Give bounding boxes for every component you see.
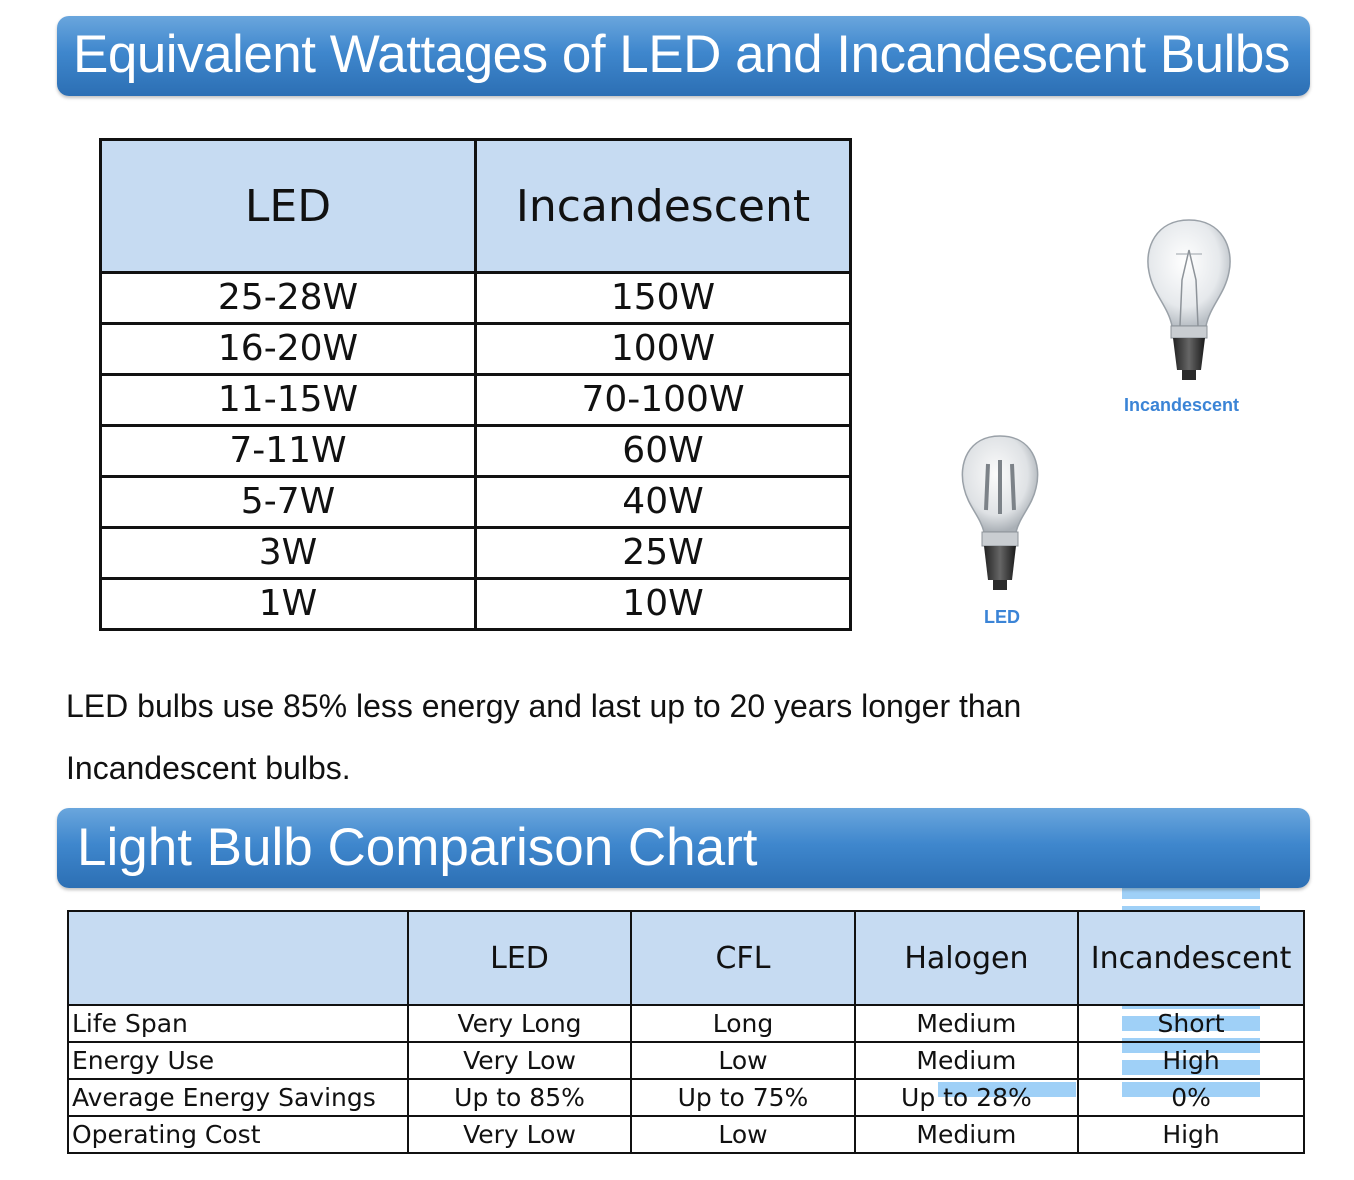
table-header-row: LED CFL Halogen Incandescent <box>67 910 1305 1006</box>
incandescent-wattage-cell: 150W <box>474 271 852 325</box>
led-wattage-cell: 3W <box>99 526 477 580</box>
led-wattage-cell: 7-11W <box>99 424 477 478</box>
bulb-comparison-illustration: Incandescent LED <box>930 210 1270 1097</box>
table-row: Operating Cost Very Low Low Medium High <box>67 1115 1305 1154</box>
incandescent-wattage-cell: 25W <box>474 526 852 580</box>
led-cell: Up to 85% <box>406 1078 633 1117</box>
table-row: 1W 10W <box>99 577 852 631</box>
table-row: 11-15W 70-100W <box>99 373 852 427</box>
cfl-cell: Up to 75% <box>630 1078 856 1117</box>
incandescent-wattage-cell: 70-100W <box>474 373 852 427</box>
column-header-incandescent: Incandescent <box>474 138 852 274</box>
incandescent-cell: High <box>1077 1115 1305 1154</box>
table-row: 7-11W 60W <box>99 424 852 478</box>
cfl-cell: Low <box>630 1115 856 1154</box>
table-row: 5-7W 40W <box>99 475 852 529</box>
row-label: Average Energy Savings <box>67 1078 409 1117</box>
energy-savings-note-line2: Incandescent bulbs. <box>66 750 351 786</box>
bulb-comparison-table: LED CFL Halogen Incandescent Life Span V… <box>67 910 1305 1154</box>
column-header-led: LED <box>99 138 477 274</box>
column-header-led: LED <box>406 910 633 1006</box>
halogen-cell: Medium <box>853 1041 1080 1080</box>
row-label: Operating Cost <box>67 1115 409 1154</box>
column-header-cfl: CFL <box>630 910 856 1006</box>
column-header-halogen: Halogen <box>853 910 1080 1006</box>
cfl-cell: Low <box>630 1041 856 1080</box>
led-cell: Very Low <box>406 1041 633 1080</box>
halogen-cell: Up to 28% <box>853 1078 1080 1117</box>
incandescent-wattage-cell: 10W <box>474 577 852 631</box>
incandescent-cell: Short <box>1077 1004 1305 1043</box>
incandescent-wattage-cell: 60W <box>474 424 852 478</box>
led-wattage-cell: 1W <box>99 577 477 631</box>
row-label: Life Span <box>67 1004 409 1043</box>
table-row: 16-20W 100W <box>99 322 852 376</box>
incandescent-bulb-icon <box>1147 219 1231 380</box>
table-row: Energy Use Very Low Low Medium High <box>67 1041 1305 1080</box>
incandescent-cell: 0% <box>1077 1078 1305 1117</box>
led-cell: Very Long <box>406 1004 633 1043</box>
led-wattage-cell: 25-28W <box>99 271 477 325</box>
wattage-section-title: Equivalent Wattages of LED and Incandesc… <box>57 16 1310 96</box>
wattage-equivalence-table: LED Incandescent 25-28W 150W 16-20W 100W… <box>99 138 852 631</box>
led-bulb-icon <box>961 435 1039 590</box>
table-row: Life Span Very Long Long Medium Short <box>67 1004 1305 1043</box>
halogen-cell: Medium <box>853 1004 1080 1043</box>
incandescent-cell: High <box>1077 1041 1305 1080</box>
led-illustration-label: LED <box>984 607 1020 627</box>
bulb-illustration-svg <box>961 219 1231 590</box>
table-row: 25-28W 150W <box>99 271 852 325</box>
table-row: 3W 25W <box>99 526 852 580</box>
incandescent-illustration-label: Incandescent <box>1124 395 1240 415</box>
table-row: Average Energy Savings Up to 85% Up to 7… <box>67 1078 1305 1117</box>
row-label: Energy Use <box>67 1041 409 1080</box>
led-wattage-cell: 16-20W <box>99 322 477 376</box>
incandescent-wattage-cell: 100W <box>474 322 852 376</box>
energy-savings-note-line1: LED bulbs use 85% less energy and last u… <box>66 688 1022 724</box>
led-wattage-cell: 5-7W <box>99 475 477 529</box>
cfl-cell: Long <box>630 1004 856 1043</box>
comparison-section-title: Light Bulb Comparison Chart <box>57 808 1310 888</box>
led-cell: Very Low <box>406 1115 633 1154</box>
halogen-cell: Medium <box>853 1115 1080 1154</box>
column-header-blank <box>67 910 409 1006</box>
column-header-incandescent: Incandescent <box>1077 910 1305 1006</box>
incandescent-wattage-cell: 40W <box>474 475 852 529</box>
led-wattage-cell: 11-15W <box>99 373 477 427</box>
table-header-row: LED Incandescent <box>99 138 852 274</box>
